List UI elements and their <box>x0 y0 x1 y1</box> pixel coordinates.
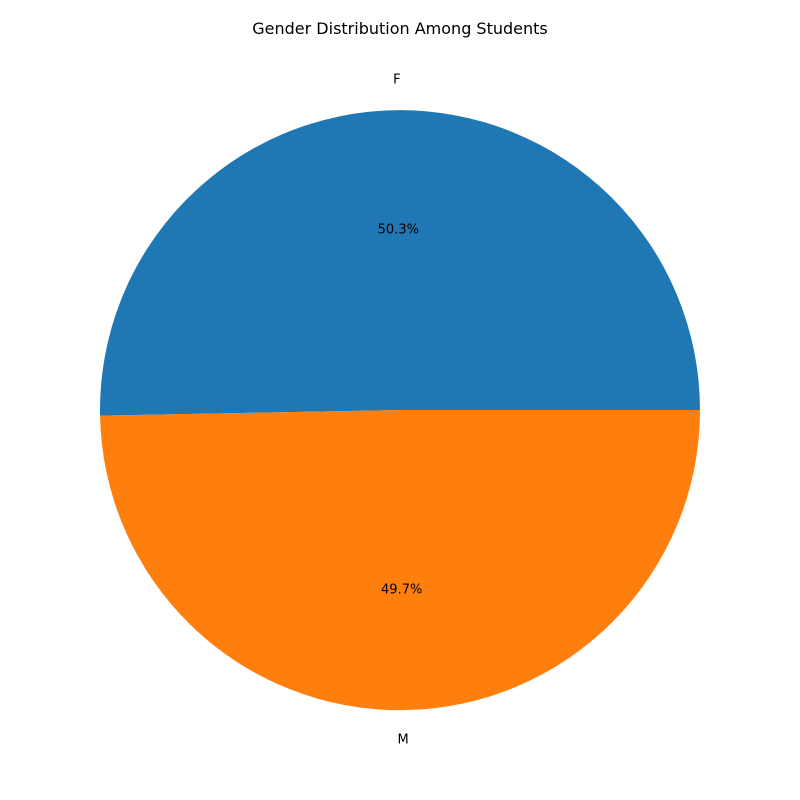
pie-slice-m <box>100 410 701 711</box>
slice-label-m: M <box>398 732 409 747</box>
slice-label-f: F <box>393 73 400 88</box>
chart-title: Gender Distribution Among Students <box>252 19 548 38</box>
slice-percent-f: 50.3% <box>378 223 419 238</box>
pie-slice-f <box>100 110 700 416</box>
pie-slices <box>100 110 701 711</box>
slice-percent-m: 49.7% <box>381 582 422 597</box>
pie-labels: F 50.3% M 49.7% <box>378 73 423 748</box>
